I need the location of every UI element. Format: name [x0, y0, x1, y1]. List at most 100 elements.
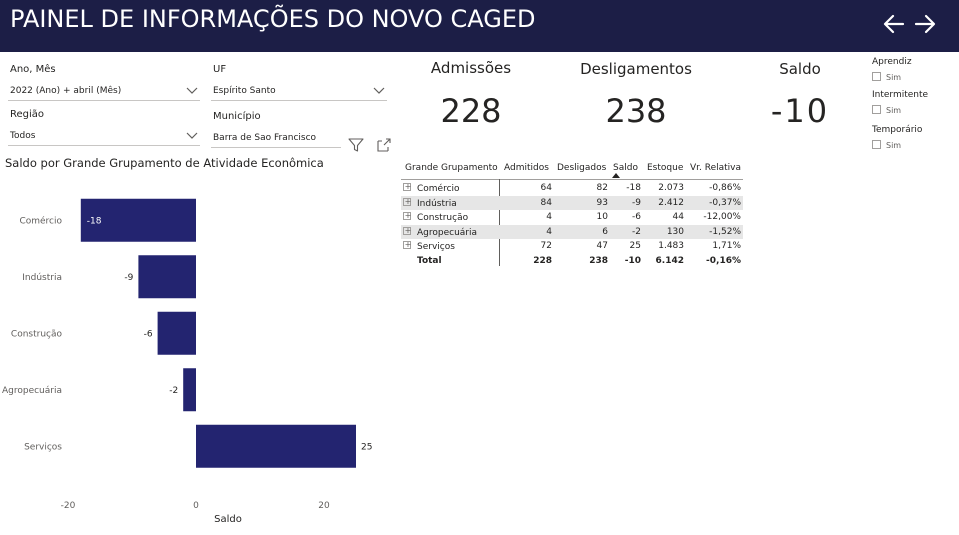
saldo-value: -10: [770, 92, 830, 130]
page-title: PAINEL DE INFORMAÇÕES DO NOVO CAGED: [10, 5, 536, 33]
filter-icon[interactable]: [347, 136, 365, 154]
estoque-cell: 44: [672, 212, 684, 222]
grupo-cell: Comércio: [403, 181, 460, 194]
bar-construção[interactable]: [157, 311, 196, 355]
regiao-dropdown[interactable]: Todos: [8, 126, 200, 146]
admitidos-cell: 84: [540, 197, 552, 208]
saldo-cell: -6: [632, 212, 641, 222]
slicer-option-label: Sim: [886, 106, 902, 115]
category-label: Comércio: [19, 215, 62, 226]
saldo-cell: 25: [629, 241, 641, 251]
expand-icon[interactable]: [403, 210, 412, 222]
admitidos-cell: 64: [540, 183, 552, 193]
saldo-cell: -18: [626, 183, 641, 193]
filter-label-ano-mes: Ano, Mês: [10, 64, 56, 75]
desligamentos-value: 238: [605, 92, 667, 130]
slicer-option-intermitente[interactable]: Sim: [872, 105, 901, 115]
table-total-row[interactable]: Total 228 238 -10 6.142 -0,16%: [401, 254, 743, 268]
checkbox[interactable]: [872, 105, 881, 114]
ano-mes-dropdown[interactable]: 2022 (Ano) + abril (Mês): [8, 81, 200, 101]
filter-label-municipio: Município: [213, 111, 261, 122]
saldo-cell: -2: [632, 226, 641, 237]
col-header-saldo[interactable]: Saldo: [613, 163, 638, 173]
table-row[interactable]: Indústria 84 93 -9 2.412 -0,37%: [401, 195, 743, 210]
grupo-label: Indústria: [417, 198, 457, 209]
vr-cell: -0,86%: [709, 183, 741, 193]
expand-icon[interactable]: [403, 181, 412, 193]
bar-comércio[interactable]: [80, 198, 196, 242]
vr-cell: -12,00%: [703, 212, 741, 222]
expand-icon[interactable]: [403, 196, 412, 208]
estoque-cell: 1.483: [658, 241, 684, 251]
table-row[interactable]: Comércio 64 82 -18 2.073 -0,86%: [401, 181, 743, 195]
col-header-estoque[interactable]: Estoque: [647, 163, 684, 173]
checkbox[interactable]: [872, 72, 881, 81]
vr-cell: -1,52%: [709, 226, 741, 237]
municipio-value: Barra de Sao Francisco: [213, 133, 317, 143]
filter-label-regiao: Região: [10, 109, 45, 120]
grupo-label: Comércio: [417, 184, 460, 194]
estoque-cell: 6.142: [655, 255, 684, 266]
admissoes-title: Admissões: [430, 59, 512, 77]
expand-icon[interactable]: [403, 225, 412, 237]
grupo-label: Agropecuária: [417, 227, 478, 238]
bar-agropecuária[interactable]: [183, 368, 196, 412]
table-row[interactable]: Construção 4 10 -6 44 -12,00%: [401, 210, 743, 224]
grupo-cell: Total: [417, 256, 442, 266]
focus-mode-icon[interactable]: [375, 136, 393, 154]
vr-cell: 1,71%: [712, 241, 741, 251]
bar-serviços[interactable]: [196, 424, 356, 468]
col-header-grupo[interactable]: Grande Grupamento: [405, 163, 498, 173]
desligados-cell: 238: [589, 255, 608, 266]
slicer-option-label: Sim: [886, 73, 902, 82]
saldo-bar-chart: Comércio -18 Indústria -9 Construção -6 Agrope…: [2, 198, 372, 525]
saldo-title: Saldo: [779, 60, 821, 78]
admitidos-cell: 72: [540, 241, 552, 251]
category-label: Serviços: [24, 442, 62, 452]
vr-cell: -0,37%: [709, 197, 741, 208]
category-label: Construção: [11, 329, 63, 339]
col-header-admitidos[interactable]: Admitidos: [504, 163, 549, 173]
desligados-cell: 82: [596, 183, 608, 193]
col-header-vr-relativa[interactable]: Vr. Relativa: [690, 163, 742, 173]
table-row[interactable]: Serviços 72 47 25 1.483 1,71%: [401, 239, 743, 253]
report-header: PAINEL DE INFORMAÇÕES DO NOVO CAGED: [0, 0, 959, 52]
estoque-cell: 2.412: [658, 197, 684, 208]
saldo-cell: -10: [624, 255, 641, 266]
chevron-down-icon: [186, 132, 198, 139]
bar-indústria[interactable]: [138, 255, 196, 299]
admitidos-cell: 228: [533, 255, 552, 266]
grupo-label: Total: [417, 255, 442, 266]
chart-title: Saldo por Grande Grupamento de Atividade…: [5, 156, 324, 170]
grupo-label: Construção: [417, 213, 469, 223]
table-column-divider: [499, 179, 500, 266]
data-label: -9: [124, 273, 133, 283]
checkbox[interactable]: [872, 140, 881, 149]
x-tick-label: 20: [318, 501, 330, 511]
table-row[interactable]: Agropecuária 4 6 -2 130 -1,52%: [401, 224, 743, 239]
x-tick-label: 0: [193, 501, 199, 511]
sort-descending-icon: [612, 173, 620, 178]
grupo-cell: Indústria: [403, 196, 457, 209]
slicer-option-temporario[interactable]: Sim: [872, 140, 901, 150]
data-label: -6: [144, 329, 153, 339]
uf-dropdown[interactable]: Espírito Santo: [211, 81, 387, 101]
ano-mes-value: 2022 (Ano) + abril (Mês): [10, 86, 122, 96]
grupo-label: Serviços: [417, 242, 455, 252]
data-label: -2: [169, 386, 178, 396]
estoque-cell: 130: [666, 226, 684, 237]
vr-cell: -0,16%: [706, 255, 741, 266]
table-header: Grande Grupamento Admitidos Desligados S…: [401, 161, 743, 175]
grupo-cell: Agropecuária: [403, 225, 478, 238]
slicer-option-aprendiz[interactable]: Sim: [872, 72, 901, 82]
admitidos-cell: 4: [546, 226, 552, 237]
arrow-left-icon[interactable]: [881, 11, 907, 37]
slicer-option-label: Sim: [886, 141, 902, 150]
arrow-right-icon[interactable]: [912, 11, 938, 37]
expand-icon[interactable]: [403, 239, 412, 251]
municipio-field[interactable]: Barra de Sao Francisco: [211, 128, 341, 148]
col-header-desligados[interactable]: Desligados: [557, 163, 607, 173]
grupo-cell: Construção: [403, 210, 469, 223]
admissoes-value: 228: [440, 92, 502, 130]
slicer-title-aprendiz: Aprendiz: [872, 57, 912, 67]
